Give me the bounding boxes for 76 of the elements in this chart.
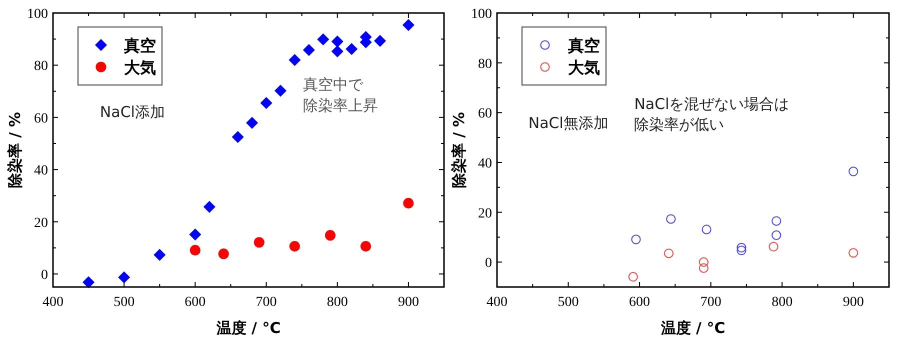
x-tick-label: 400 bbox=[42, 295, 64, 310]
point bbox=[666, 214, 676, 224]
x-tick-label: 800 bbox=[326, 295, 348, 310]
point bbox=[260, 97, 272, 110]
point bbox=[374, 34, 386, 47]
x-tick-label: 800 bbox=[772, 295, 793, 310]
point bbox=[664, 248, 674, 258]
point bbox=[768, 242, 778, 252]
x-tick-label: 400 bbox=[486, 295, 508, 310]
y-tick-label: 40 bbox=[34, 164, 48, 179]
point bbox=[232, 130, 244, 143]
point bbox=[246, 116, 258, 129]
point bbox=[254, 237, 264, 248]
annotation: 真空中で bbox=[303, 76, 364, 94]
point bbox=[288, 54, 301, 66]
point bbox=[189, 228, 202, 241]
point bbox=[331, 45, 344, 58]
point bbox=[324, 230, 336, 241]
point bbox=[772, 230, 782, 240]
point bbox=[698, 263, 708, 273]
y-tick-label: 20 bbox=[478, 206, 492, 222]
legend-label: 真空 bbox=[123, 36, 156, 55]
y-tick-label: 100 bbox=[471, 7, 492, 22]
point bbox=[289, 240, 300, 252]
x-tick-label: 600 bbox=[184, 295, 206, 310]
point bbox=[736, 242, 746, 252]
legend-label: 大気 bbox=[568, 58, 600, 77]
y-axis-title: 除染率 / % bbox=[6, 112, 24, 188]
point bbox=[631, 234, 641, 244]
x-axis-title: 温度 / °C bbox=[660, 319, 726, 337]
point bbox=[628, 272, 638, 282]
x-tick-label: 500 bbox=[558, 295, 579, 310]
point bbox=[203, 200, 216, 213]
point bbox=[403, 198, 414, 209]
point bbox=[346, 43, 358, 56]
annotation: NaCl無添加 bbox=[528, 114, 608, 132]
point bbox=[772, 216, 782, 226]
y-tick-label: 80 bbox=[34, 59, 48, 74]
x-tick-label: 900 bbox=[842, 295, 864, 310]
legend-label: 大気 bbox=[124, 58, 156, 77]
y-tick-label: 60 bbox=[478, 106, 492, 122]
point bbox=[698, 257, 708, 267]
y-tick-label: 20 bbox=[34, 216, 48, 231]
annotation: 除染率上昇 bbox=[303, 96, 378, 114]
point bbox=[274, 84, 286, 97]
x-tick-label: 700 bbox=[256, 295, 277, 310]
x-axis-title: 温度 / °C bbox=[215, 319, 281, 337]
point bbox=[402, 19, 414, 32]
x-tick-label: 500 bbox=[114, 295, 135, 310]
x-tick-label: 900 bbox=[398, 295, 419, 310]
y-tick-label: 60 bbox=[34, 111, 48, 126]
y-axis-title: 除染率 / % bbox=[450, 112, 468, 188]
y-tick-label: 0 bbox=[485, 256, 492, 272]
annotation: 除染率が低い bbox=[634, 115, 724, 134]
point bbox=[190, 244, 200, 256]
point bbox=[302, 44, 315, 56]
point bbox=[118, 271, 130, 284]
point bbox=[218, 248, 229, 260]
y-tick-label: 0 bbox=[41, 268, 48, 283]
point bbox=[82, 276, 95, 288]
annotation: NaClを混ぜない場合は bbox=[634, 94, 790, 113]
y-tick-label: 100 bbox=[27, 7, 48, 22]
y-tick-label: 80 bbox=[478, 56, 492, 72]
annotation: NaCl添加 bbox=[100, 103, 165, 122]
point bbox=[736, 246, 746, 256]
legend-label: 真空 bbox=[567, 36, 600, 55]
y-tick-label: 40 bbox=[478, 156, 492, 172]
point bbox=[331, 35, 344, 48]
x-tick-label: 600 bbox=[629, 295, 650, 310]
point bbox=[702, 224, 712, 234]
point bbox=[848, 248, 858, 258]
point bbox=[360, 240, 372, 252]
point bbox=[317, 33, 330, 46]
point bbox=[848, 166, 858, 176]
point bbox=[154, 248, 166, 261]
x-tick-label: 700 bbox=[700, 295, 722, 310]
